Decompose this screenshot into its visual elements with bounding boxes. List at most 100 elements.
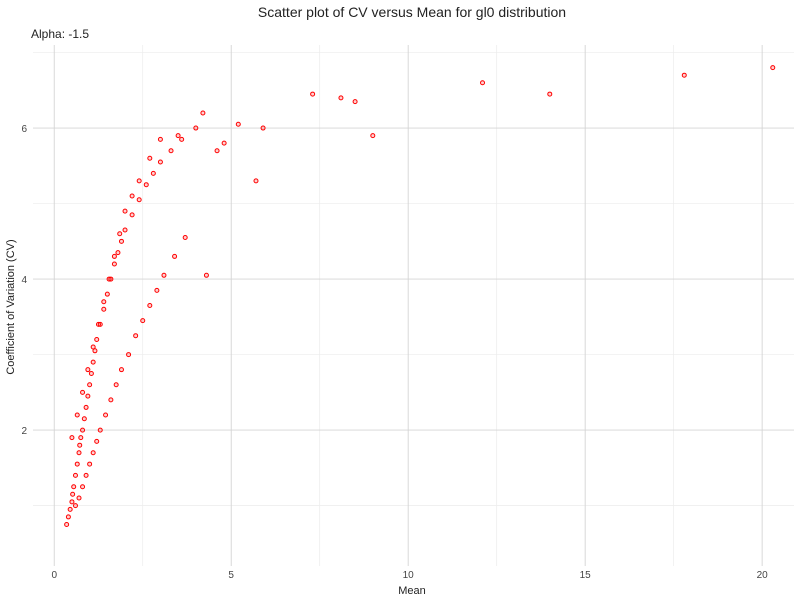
scatter-point [338, 95, 344, 101]
scatter-point [106, 276, 112, 282]
y-axis-title: Coefficient of Variation (CV) [5, 239, 17, 374]
scatter-point [80, 484, 86, 490]
x-tick-label: 10 [403, 570, 415, 581]
scatter-point [370, 133, 376, 139]
scatter-point [157, 136, 163, 142]
scatter-point [143, 182, 149, 188]
scatter-point [97, 427, 103, 433]
y-tick-label: 2 [21, 426, 27, 437]
scatter-point [103, 412, 109, 418]
scatter-point [122, 208, 128, 214]
scatter-point [770, 65, 776, 71]
scatter-point [147, 303, 153, 308]
minor-gridlines [33, 45, 794, 566]
scatter-point [681, 72, 687, 78]
scatter-point [480, 80, 486, 86]
scatter-point [111, 253, 117, 259]
scatter-point [136, 197, 142, 203]
chart-subtitle: Alpha: -1.5 [31, 27, 89, 41]
scatter-point [90, 359, 96, 365]
scatter-point [253, 178, 259, 184]
scatter-point [87, 382, 93, 388]
scatter-point [81, 416, 87, 422]
scatter-point [203, 272, 209, 278]
x-tick-label: 15 [580, 570, 592, 581]
scatter-point [90, 450, 96, 456]
scatter-point [94, 336, 100, 342]
scatter-point [77, 442, 83, 448]
scatter-point [200, 110, 206, 116]
major-gridlines [33, 45, 794, 566]
scatter-point [126, 352, 132, 358]
scatter-point [172, 253, 178, 259]
scatter-point [85, 367, 91, 373]
scatter-point [74, 412, 80, 418]
scatter-point [69, 499, 75, 505]
scatter-point [179, 136, 185, 142]
scatter-point [235, 121, 241, 127]
scatter-point [140, 318, 146, 324]
scatter-point [161, 272, 167, 278]
scatter-point [310, 91, 316, 97]
y-axis-ticks: 2 4 6 [21, 124, 27, 437]
scatter-point [136, 178, 142, 184]
scatter-point [193, 125, 199, 131]
scatter-point [168, 148, 174, 154]
scatter-point [260, 125, 266, 131]
scatter-point [76, 495, 82, 501]
scatter-point [113, 382, 119, 388]
scatter-point [72, 503, 78, 509]
scatter-point [352, 99, 358, 105]
scatter-point [111, 261, 117, 267]
scatter-point [122, 227, 128, 233]
x-tick-label: 5 [228, 570, 234, 581]
scatter-point [95, 321, 101, 327]
scatter-point [101, 299, 107, 305]
scatter-point [64, 521, 70, 527]
scatter-point [94, 438, 100, 444]
chart-title: Scatter plot of CV versus Mean for gl0 d… [258, 4, 566, 20]
scatter-point [154, 287, 160, 293]
scatter-point [65, 514, 71, 520]
scatter-point [72, 472, 78, 478]
scatter-point [108, 397, 114, 403]
scatter-point [78, 435, 84, 441]
scatter-point [547, 91, 553, 97]
x-tick-label: 0 [51, 570, 57, 581]
scatter-point [157, 159, 163, 165]
scatter-point [74, 461, 80, 467]
x-axis-title: Mean [398, 585, 426, 597]
scatter-point [80, 427, 86, 433]
x-tick-label: 20 [757, 570, 769, 581]
scatter-point [69, 435, 75, 441]
scatter-point [182, 235, 188, 241]
scatter-point [118, 238, 124, 244]
scatter-point [76, 450, 82, 456]
scatter-point [214, 148, 220, 154]
scatter-point [150, 170, 156, 176]
data-points [64, 65, 776, 527]
scatter-point [129, 212, 135, 218]
scatter-point [85, 393, 91, 399]
scatter-point [83, 404, 89, 410]
scatter-point [129, 193, 135, 199]
y-tick-label: 6 [21, 124, 27, 135]
scatter-point [117, 231, 123, 237]
scatter-point [70, 491, 76, 497]
scatter-point [88, 370, 94, 376]
scatter-point [175, 133, 181, 139]
scatter-point [83, 472, 89, 478]
scatter-point [71, 484, 77, 490]
scatter-point [67, 506, 73, 512]
scatter-point [221, 140, 227, 146]
x-axis-ticks: 0 5 10 15 20 [51, 570, 768, 581]
scatter-point [118, 367, 124, 373]
scatter-point [101, 306, 107, 312]
scatter-point [133, 333, 139, 339]
scatter-point [92, 348, 98, 354]
scatter-point [87, 461, 93, 467]
scatter-point [115, 250, 121, 256]
scatter-point [147, 155, 153, 161]
scatter-point [104, 291, 110, 297]
